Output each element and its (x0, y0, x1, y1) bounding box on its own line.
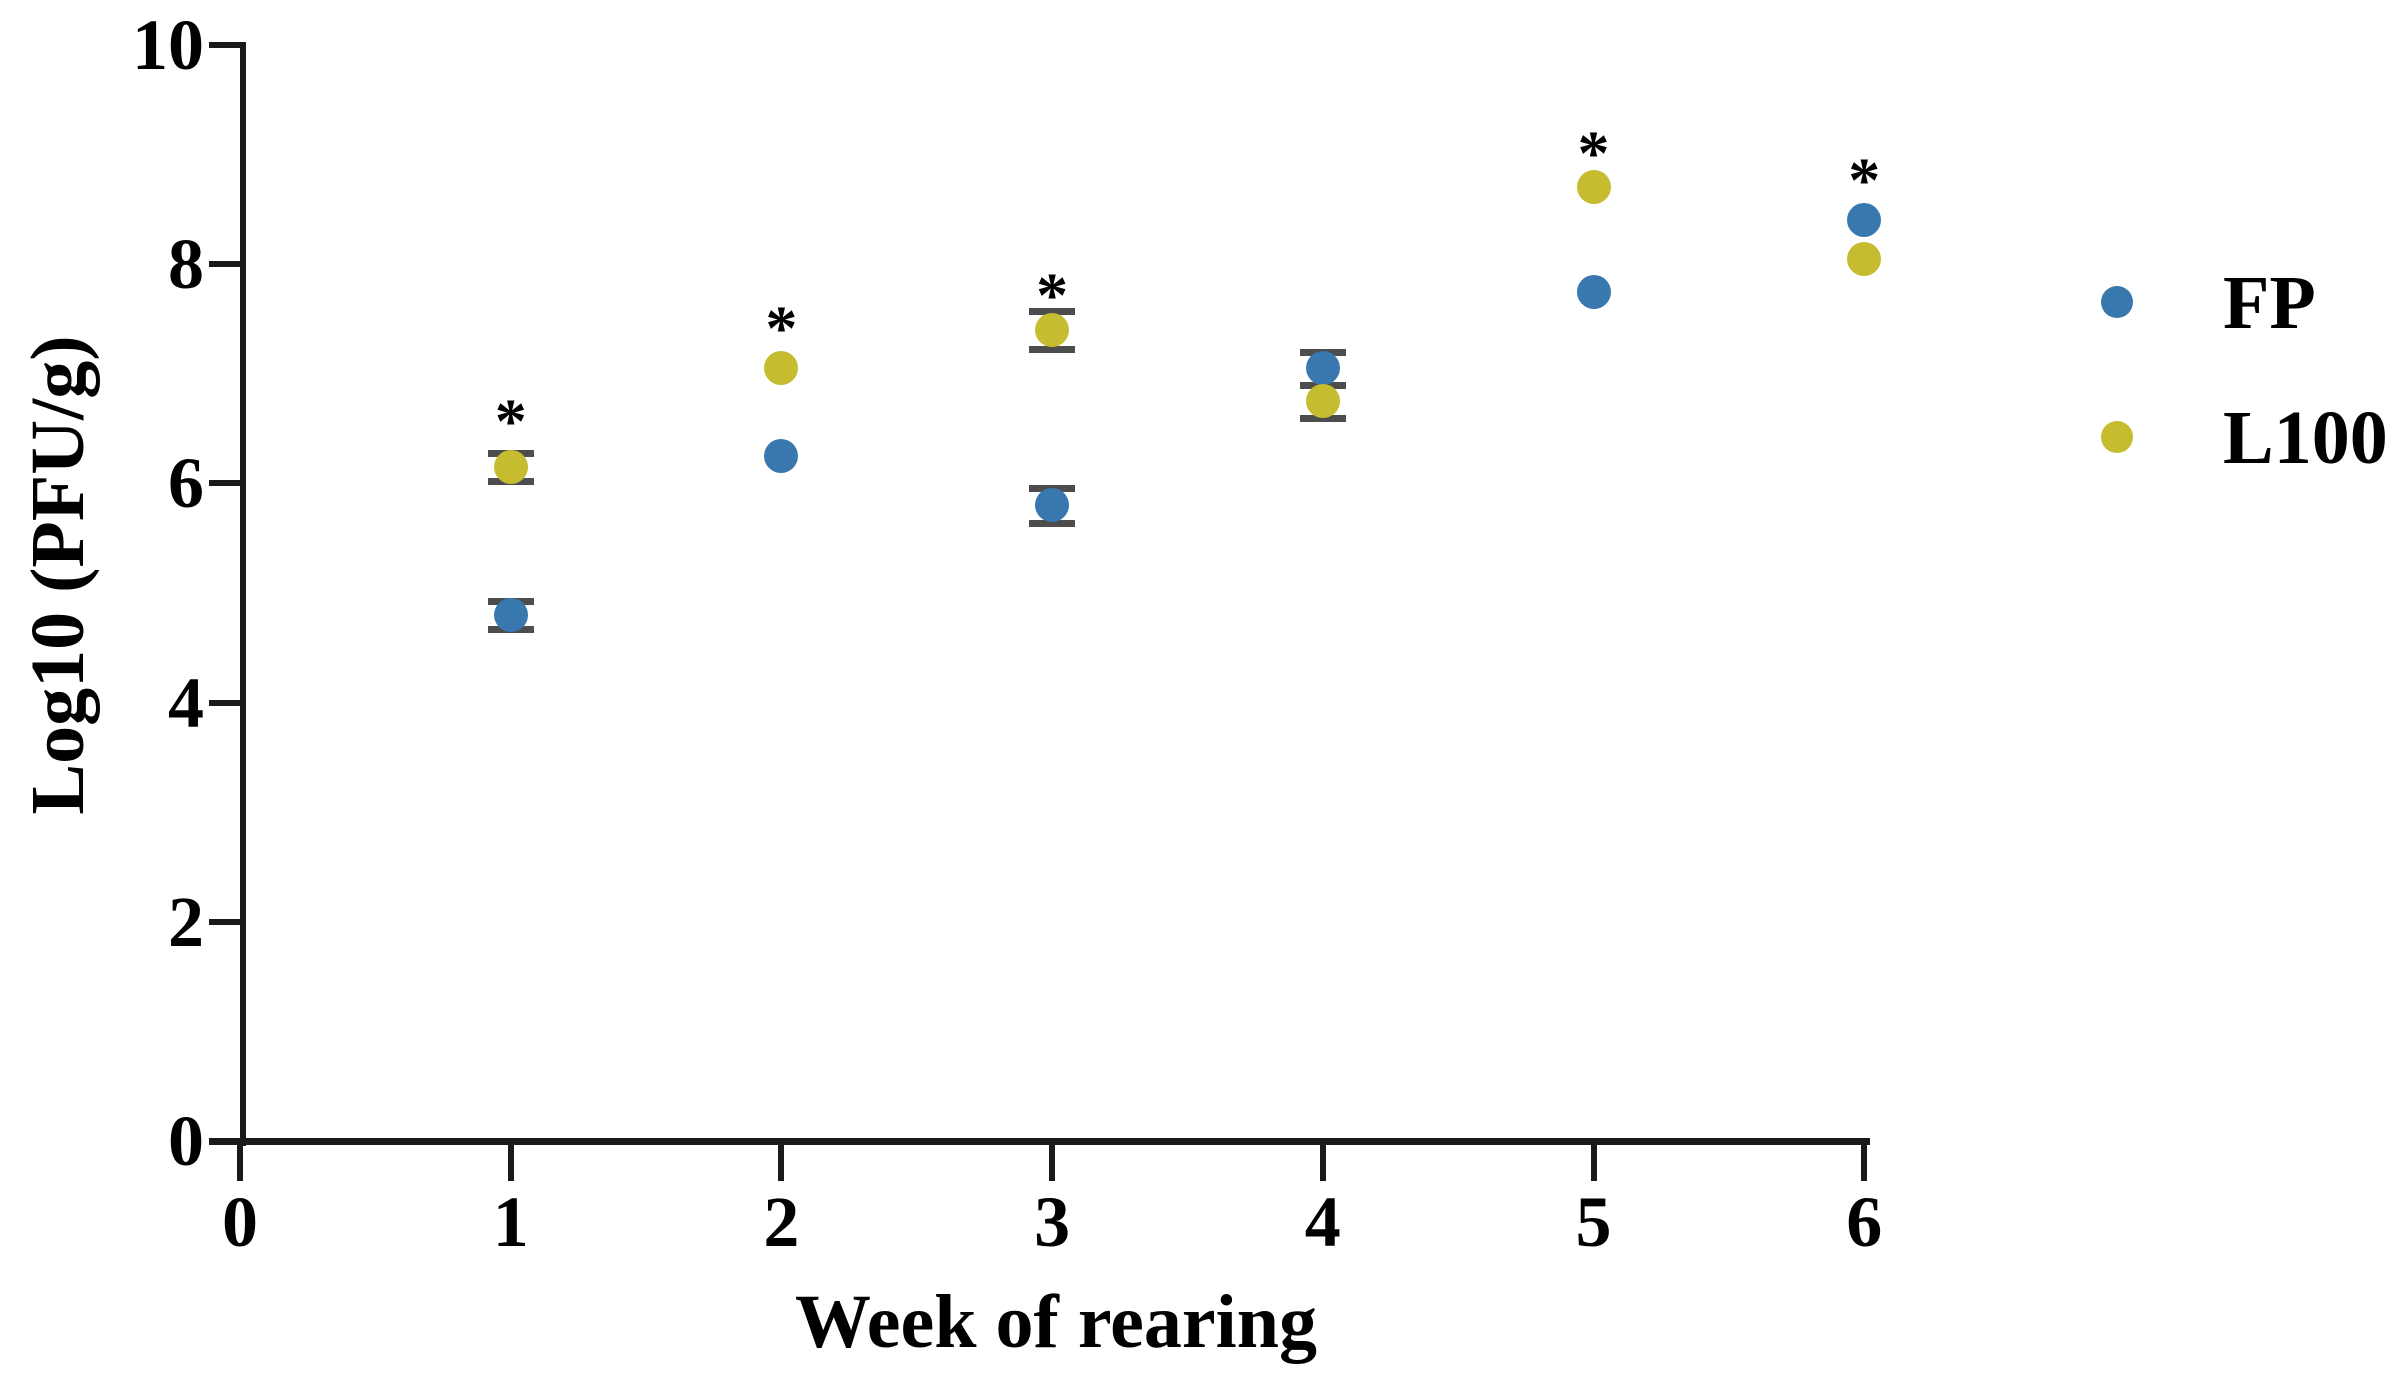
data-point-l100-week-1 (493, 449, 528, 484)
data-point-fp-week-3 (1035, 488, 1070, 523)
x-tick-label-6: 6 (1846, 1182, 1883, 1262)
data-point-fp-week-2 (764, 439, 799, 473)
error-cap-bottom-l100-week-4 (1299, 414, 1346, 422)
x-tick-label-0: 0 (222, 1182, 258, 1262)
data-point-fp-week-6 (1847, 203, 1882, 238)
data-point-l100-week-6 (1847, 241, 1882, 276)
x-tick-0 (237, 1141, 243, 1181)
error-cap-bottom-fp-week-3 (1029, 519, 1076, 527)
data-point-l100-week-4 (1305, 384, 1340, 419)
x-tick-1 (507, 1141, 514, 1181)
x-tick-label-2: 2 (763, 1182, 800, 1262)
y-tick-4 (209, 699, 243, 706)
data-point-l100-week-3 (1035, 312, 1070, 347)
x-axis-title: Week of rearing (794, 1280, 1318, 1364)
legend-label-fp: FP (2223, 261, 2316, 345)
error-cap-top-fp-week-3 (1029, 484, 1076, 492)
x-tick-label-3: 3 (1034, 1182, 1071, 1262)
x-tick-3 (1049, 1141, 1056, 1181)
x-tick-label-1: 1 (492, 1182, 529, 1262)
y-axis-line (240, 42, 246, 1146)
y-tick-label-10: 10 (132, 5, 204, 85)
y-axis-title: Log10 (PFU/g) (16, 335, 100, 815)
significance-asterisk-week-6: * (1848, 144, 1881, 216)
data-point-l100-week-5 (1576, 170, 1611, 205)
x-tick-2 (778, 1141, 785, 1181)
significance-asterisk-week-2: * (765, 292, 798, 364)
error-cap-top-l100-week-3 (1029, 308, 1076, 316)
y-tick-label-4: 4 (168, 662, 204, 743)
significance-asterisk-week-3: * (1036, 259, 1069, 331)
legend-label-l100: L100 (2223, 396, 2387, 480)
data-point-fp-week-5 (1576, 274, 1611, 309)
y-tick-10 (209, 42, 243, 48)
x-tick-5 (1590, 1141, 1597, 1181)
y-tick-label-6: 6 (168, 443, 204, 524)
x-tick-label-5: 5 (1575, 1182, 1612, 1262)
significance-asterisk-week-5: * (1577, 117, 1610, 189)
x-tick-4 (1319, 1141, 1326, 1181)
y-tick-8 (209, 261, 243, 268)
y-tick-6 (209, 480, 243, 487)
y-tick-label-2: 2 (168, 881, 204, 962)
data-point-l100-week-2 (764, 351, 799, 386)
y-tick-2 (209, 918, 243, 925)
y-tick-label-0: 0 (168, 1101, 204, 1181)
significance-asterisk-week-1: * (494, 385, 527, 457)
error-cap-bottom-l100-week-3 (1029, 345, 1076, 353)
data-point-fp-week-4 (1305, 351, 1340, 386)
y-tick-label-8: 8 (168, 224, 204, 305)
data-point-fp-week-1 (493, 597, 528, 632)
x-tick-6 (1861, 1141, 1868, 1181)
x-axis-line (209, 1138, 1870, 1145)
x-tick-label-4: 4 (1304, 1182, 1341, 1262)
legend-marker-l100 (2101, 421, 2133, 453)
legend-marker-fp (2101, 286, 2133, 318)
